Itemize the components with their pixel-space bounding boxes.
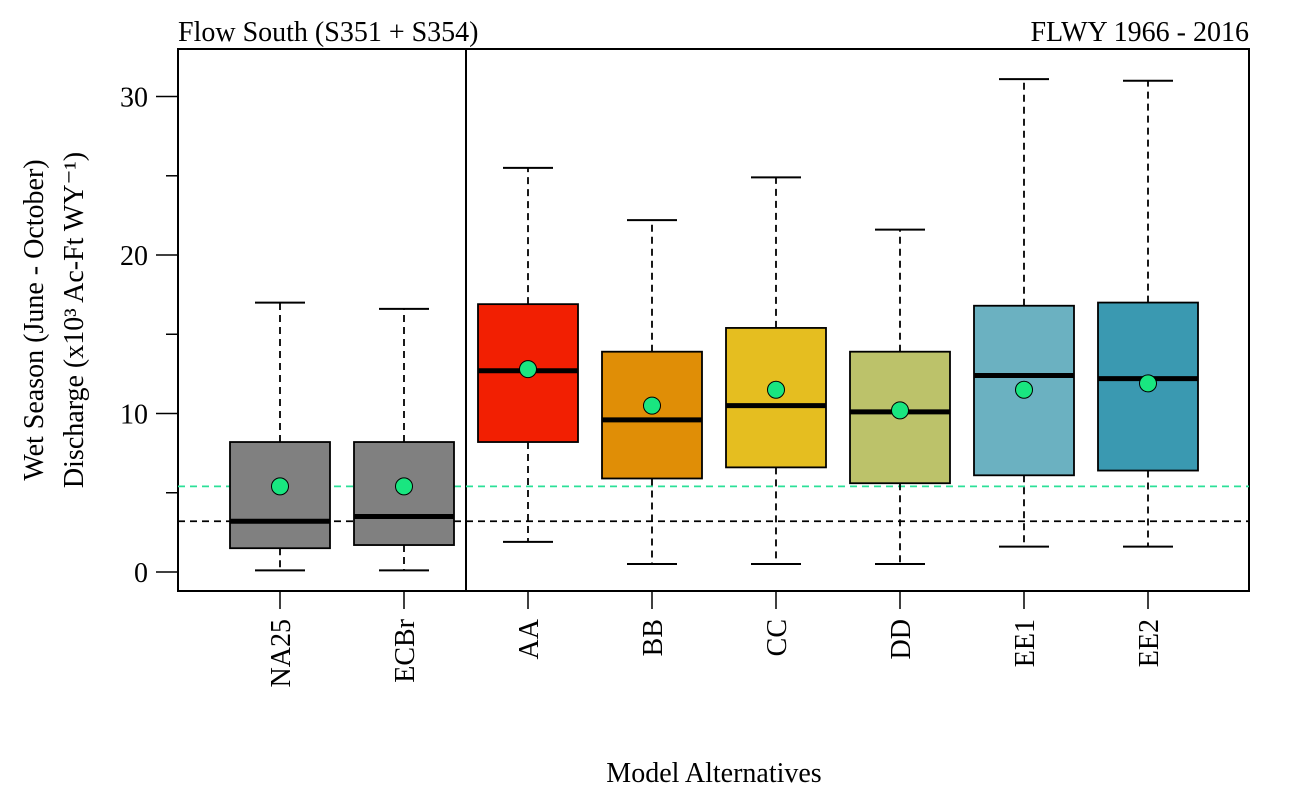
mean-point-ee2 [1139,374,1157,393]
y-tick-label-0: 0 [134,558,148,589]
x-tick-label-dd: DD [886,619,917,659]
x-tick-label-aa: AA [514,618,545,659]
x-tick-label-na25: NA25 [266,619,297,687]
mean-point-ee1 [1015,380,1033,399]
box-ee1 [973,304,1075,477]
y-tick-label-30: 30 [120,83,148,114]
y-axis-label-line2: Discharge (x10³ Ac-Ft WY⁻¹) [59,152,90,488]
box-bb [601,350,703,480]
mean-point-na25 [271,477,289,496]
x-tick-label-bb: BB [638,619,669,656]
mean-point-bb [643,396,661,415]
x-tick-label-ee2: EE2 [1134,619,1165,667]
y-axis-label-line1: Wet Season (June - October) [19,159,50,480]
mean-point-aa [519,360,537,379]
x-tick-label-ecbr: ECBr [390,618,421,682]
y-tick-label-10: 10 [120,400,148,431]
mean-point-ecbr [395,477,413,496]
mean-point-dd [891,401,909,420]
x-axis-label: Model Alternatives [606,758,821,789]
x-tick-label-ee1: EE1 [1010,619,1041,667]
x-tick-label-cc: CC [762,619,793,656]
plot-frame [177,48,1250,592]
plot-layer: 0 10 20 30 NA25 ECBr AA BB CC DD EE1 EE2 [120,48,1250,687]
y-tick-label-20: 20 [120,241,148,272]
title-right: FLWY 1966 - 2016 [1030,17,1249,48]
title-left: Flow South (S351 + S354) [178,17,479,48]
mean-point-cc [767,380,785,399]
